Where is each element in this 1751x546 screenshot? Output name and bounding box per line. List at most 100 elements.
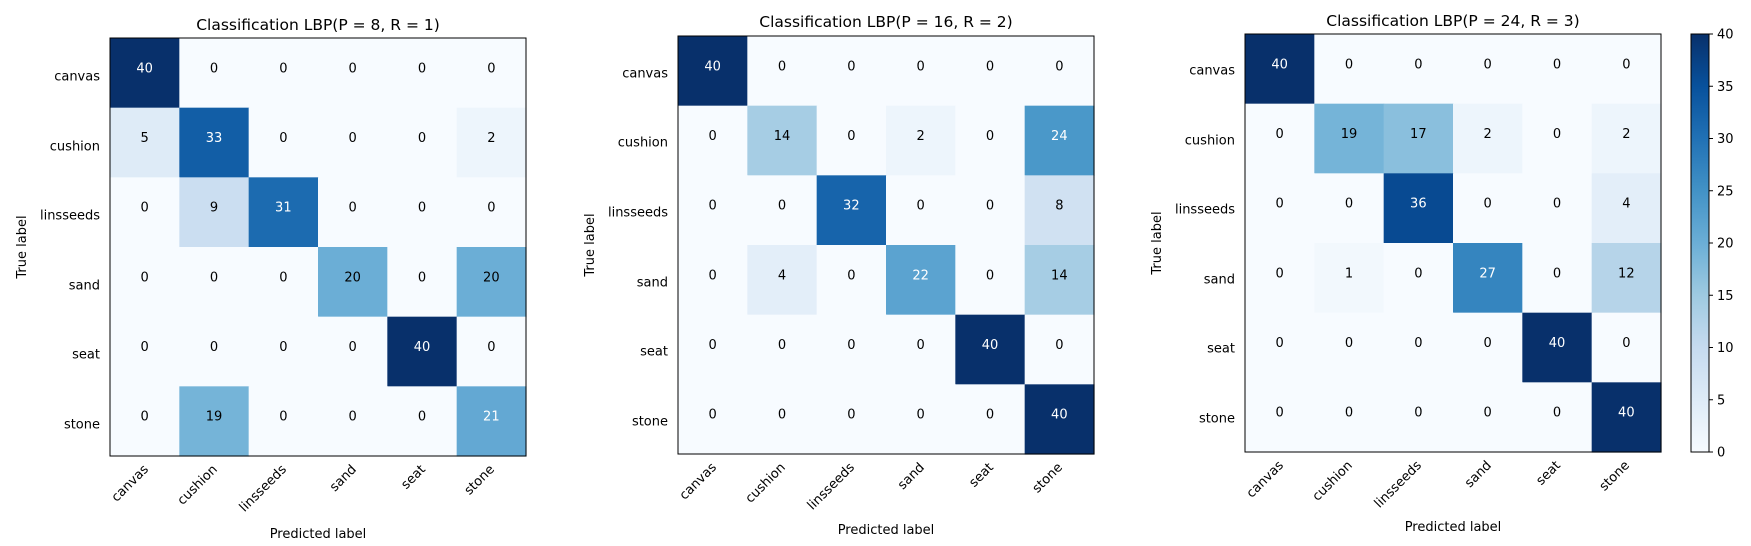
panel-1-cell-seat-linsseeds	[248, 316, 319, 387]
panel-3-cell-cushion-cushion	[1314, 103, 1385, 174]
panel-2-x-tick-label: canvas	[677, 460, 720, 503]
panel-3-cell-stone-cushion	[1314, 382, 1385, 453]
panel-3-cell-value-label: 0	[1345, 57, 1353, 72]
panel-1-cell-stone-stone	[456, 386, 527, 457]
panel-2-cell-stone-seat	[955, 384, 1026, 455]
panel-2-cell-value-label: 0	[986, 268, 994, 283]
panel-1-cell-sand-cushion	[179, 247, 250, 318]
panel-1-x-tick-label: cushion	[175, 462, 221, 508]
panel-1-cell-seat-seat	[387, 316, 458, 387]
panel-1-cell-value-label: 0	[210, 270, 218, 285]
panel-2-y-tick-label: stone	[632, 415, 668, 430]
panel-1-cell-value-label: 0	[141, 270, 149, 285]
colorbar-tick-label: 10	[1717, 341, 1734, 356]
panel-2-cell-sand-stone	[1024, 245, 1095, 316]
panel-3-cell-sand-cushion	[1314, 243, 1385, 314]
panel-3-cell-linsseeds-canvas	[1245, 173, 1315, 244]
panel-2-cell-canvas-stone	[1024, 36, 1095, 107]
panel-1-cell-value-label: 0	[418, 131, 426, 146]
panel-3-cell-value-label: 4	[1622, 197, 1630, 212]
panel-2-cell-stone-canvas	[678, 384, 748, 455]
panel-3-cell-seat-stone	[1591, 312, 1662, 383]
panel-1-cell-stone-cushion	[179, 386, 250, 457]
panel-2-y-axis-label: True label	[583, 213, 598, 277]
panel-3-cell-value-label: 0	[1345, 406, 1353, 421]
panel-1-cell-value-label: 0	[418, 201, 426, 216]
panel-1-cell-cushion-stone	[456, 107, 527, 178]
panel-3-axes-frame	[1244, 33, 1662, 453]
panel-1-cell-value-label: 0	[210, 340, 218, 355]
panel-1-cell-value-label: 0	[349, 131, 357, 146]
panel-1-cell-cushion-canvas	[110, 107, 180, 178]
panel-3-cell-linsseeds-cushion	[1314, 173, 1385, 244]
panel-3-cell-canvas-stone	[1591, 34, 1662, 105]
panel-1-cell-cushion-seat	[387, 107, 458, 178]
colorbar-tick-label: 15	[1717, 289, 1734, 304]
colorbar-tick-label: 5	[1717, 393, 1725, 408]
panel-3-cell-canvas-seat	[1522, 34, 1593, 105]
colorbar-tick-label: 0	[1717, 446, 1725, 461]
panel-3-cell-linsseeds-seat	[1522, 173, 1593, 244]
panel-2-cell-canvas-cushion	[747, 36, 818, 107]
panel-3-y-tick-label: canvas	[1189, 64, 1235, 79]
panel-2-cell-stone-linsseeds	[816, 384, 887, 455]
panel-2-x-axis-label: Predicted label	[838, 523, 935, 538]
panel-3-cell-seat-cushion	[1314, 312, 1385, 383]
panel-1-cell-value-label: 0	[349, 201, 357, 216]
panel-3-x-axis-label: Predicted label	[1405, 520, 1502, 535]
panel-3-cell-sand-sand	[1453, 243, 1523, 314]
panel-3-cell-canvas-cushion	[1314, 34, 1385, 105]
panel-2-cell-stone-stone	[1024, 384, 1095, 455]
panel-3-cell-value-label: 2	[1622, 127, 1630, 142]
panel-2-cell-value-label: 32	[843, 199, 860, 214]
panel-2-cell-cushion-seat	[955, 105, 1026, 176]
panel-3-cell-value-label: 0	[1414, 336, 1422, 351]
panel-2-cell-linsseeds-cushion	[747, 175, 818, 246]
panel-3-cell-value-label: 2	[1484, 127, 1492, 142]
panel-3-cell-sand-linsseeds	[1383, 243, 1454, 314]
panel-2-cell-cushion-stone	[1024, 105, 1095, 176]
panel-1-y-tick-label: seat	[72, 348, 100, 363]
panel-3-cell-stone-canvas	[1245, 382, 1315, 453]
panel-3-cell-value-label: 0	[1414, 57, 1422, 72]
panel-1-cell-value-label: 40	[414, 340, 431, 355]
panel-3-x-tick-label: cushion	[1310, 458, 1356, 504]
panel-1-cell-canvas-linsseeds	[248, 38, 319, 109]
panel-2-y-tick-label: cushion	[618, 136, 668, 151]
panel-3-cell-sand-canvas	[1245, 243, 1315, 314]
panel-3-cell-value-label: 0	[1345, 197, 1353, 212]
panel-2-cell-cushion-linsseeds	[816, 105, 887, 176]
panel-2-cell-canvas-sand	[886, 36, 956, 107]
panel-1-cell-stone-sand	[318, 386, 388, 457]
panel-2-cell-value-label: 0	[917, 408, 925, 423]
panel-3-cell-stone-stone	[1591, 382, 1662, 453]
panel-1-cell-seat-stone	[456, 316, 527, 387]
panel-3-cell-seat-canvas	[1245, 312, 1315, 383]
panel-1-cell-value-label: 0	[279, 131, 287, 146]
colorbar-tick-label: 30	[1717, 132, 1734, 147]
panel-1-cell-canvas-cushion	[179, 38, 250, 109]
panel-2-cell-sand-canvas	[678, 245, 748, 316]
panel-2-cell-linsseeds-canvas	[678, 175, 748, 246]
panel-2-x-tick-label: cushion	[743, 460, 789, 506]
panel-1-cell-value-label: 0	[279, 270, 287, 285]
panel-3-y-tick-label: sand	[1204, 273, 1235, 288]
panel-3-cell-value-label: 0	[1484, 336, 1492, 351]
panel-3-cell-value-label: 40	[1618, 406, 1635, 421]
panel-2-cell-value-label: 0	[709, 268, 717, 283]
panel-1-x-tick-label: stone	[462, 462, 498, 498]
panel-2-cell-linsseeds-stone	[1024, 175, 1095, 246]
panel-3-cell-value-label: 0	[1484, 406, 1492, 421]
panel-2-cell-cushion-cushion	[747, 105, 818, 176]
confusion-matrix-panel-3: Classification LBP(P = 24, R = 3) 40 0 0 0 0…	[1150, 12, 1662, 535]
panel-3-cell-value-label: 27	[1479, 266, 1496, 281]
panel-3-cell-stone-sand	[1453, 382, 1523, 453]
panel-1-cell-seat-cushion	[179, 316, 250, 387]
panel-1-cell-value-label: 0	[349, 340, 357, 355]
panel-1-y-tick-labels: canvas cushion linsseeds sand seat stone	[40, 70, 100, 433]
panel-2-cell-stone-sand	[886, 384, 956, 455]
panel-1-cell-value-label: 40	[136, 61, 153, 76]
panel-3-cell-linsseeds-sand	[1453, 173, 1523, 244]
panel-3-cell-value-label: 0	[1414, 406, 1422, 421]
